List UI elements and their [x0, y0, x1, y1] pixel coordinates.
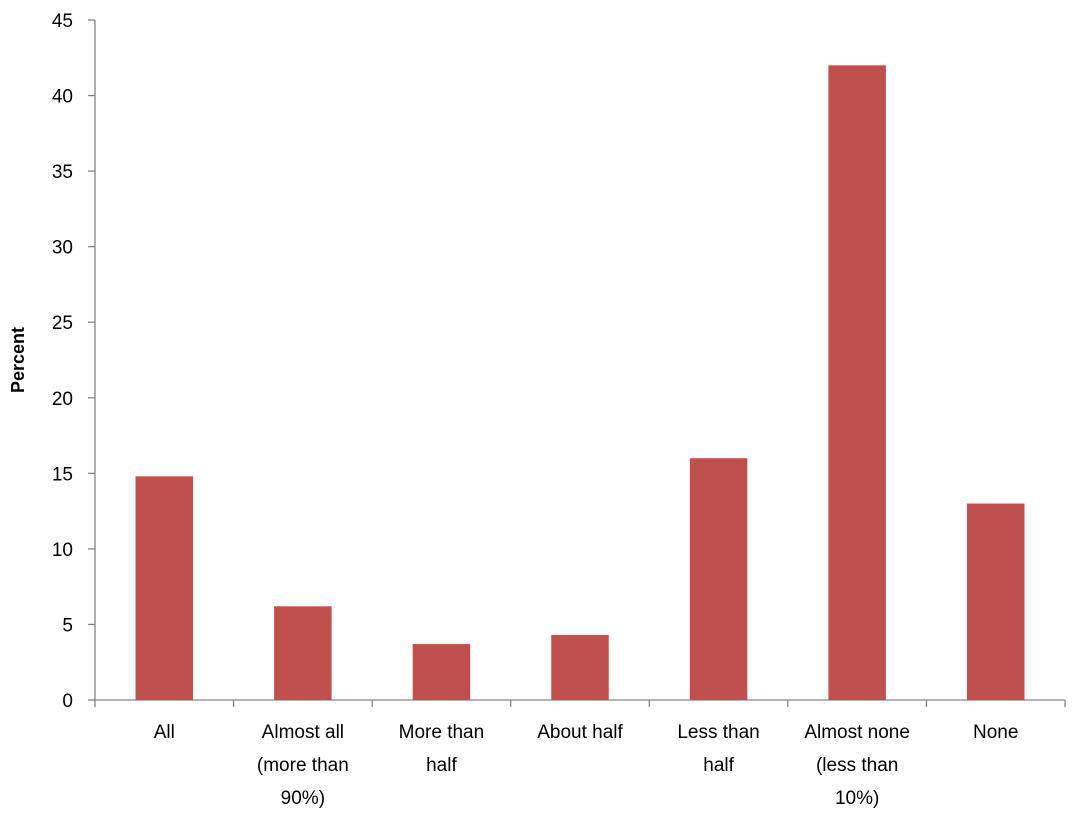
bar	[274, 606, 332, 700]
x-tick-label: Almost none (less than 10%)	[804, 722, 910, 809]
x-tick-label-line: Less than	[677, 722, 759, 743]
bar	[689, 458, 748, 700]
x-tick-label-line: Almost all	[262, 722, 344, 743]
x-tick-label-line: (less than	[816, 755, 898, 776]
bar	[135, 476, 194, 700]
y-tick-label: 5	[62, 615, 73, 636]
x-tick-label-line: 90%)	[281, 788, 325, 809]
x-tick-label: Less than half	[677, 722, 759, 776]
x-tick-label-line: All	[154, 722, 175, 743]
bar	[551, 635, 609, 700]
x-tick-label-line: More than	[399, 722, 485, 743]
y-axis-title: Percent	[8, 327, 28, 393]
x-tick-label: None	[973, 722, 1018, 743]
x-tick-label-line: About half	[537, 722, 623, 743]
bar	[828, 65, 886, 701]
y-axis: 0 5 10 15 20 25 30 35 40 45	[52, 11, 96, 712]
x-tick-label: More than half	[399, 722, 485, 776]
bar-series	[135, 65, 1025, 701]
y-tick-label: 15	[52, 464, 73, 485]
y-tick-label: 25	[52, 313, 73, 334]
x-tick-label-line: (more than	[257, 755, 349, 776]
y-tick-label: 40	[52, 87, 73, 108]
y-tick-label: 0	[62, 691, 73, 712]
x-tick-label-line: None	[973, 722, 1018, 743]
x-axis: All Almost all (more than 90%) More than half…	[94, 699, 1066, 809]
bar	[966, 503, 1025, 700]
y-tick-label: 30	[52, 238, 73, 259]
y-tick-label: 35	[52, 162, 73, 183]
x-tick-label-line: half	[703, 755, 734, 776]
y-tick-label: 45	[52, 11, 73, 32]
y-tick-label: 10	[52, 540, 73, 561]
x-tick-label-line: 10%)	[835, 788, 879, 809]
x-tick-label: All	[154, 722, 175, 743]
x-tick-label: About half	[537, 722, 623, 743]
y-tick-label: 20	[52, 389, 73, 410]
x-tick-label-line: half	[426, 755, 457, 776]
x-tick-label-line: Almost none	[804, 722, 910, 743]
bar	[412, 644, 471, 700]
x-tick-label: Almost all (more than 90%)	[257, 722, 349, 809]
